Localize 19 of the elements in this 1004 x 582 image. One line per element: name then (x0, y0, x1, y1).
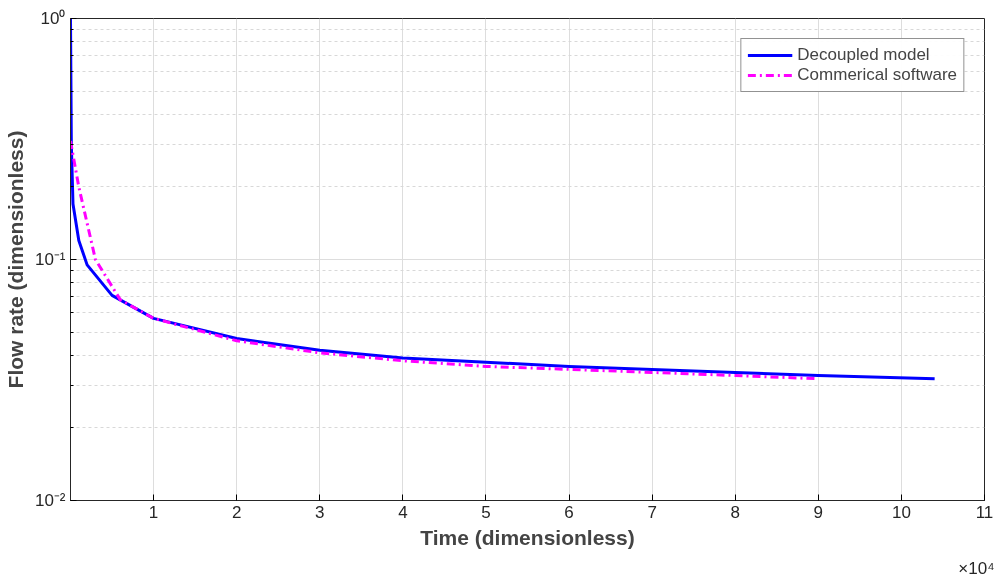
x-tick-label: 11 (975, 502, 994, 522)
y-tick-label: 10⁰ (40, 9, 66, 28)
x-tick-label: 6 (564, 502, 574, 522)
y-axis-title: Flow rate (dimensionless) (3, 130, 27, 389)
x-tick-label: 8 (730, 502, 740, 522)
x-axis-title: Time (dimensionless) (420, 525, 635, 549)
x-tick-label: 4 (398, 502, 408, 522)
x-tick-label: 9 (813, 502, 824, 522)
y-tick-label: 10⁻¹ (34, 250, 66, 269)
y-tick-label: 10⁻² (34, 491, 66, 510)
x-tick-label: 5 (481, 502, 491, 522)
x-tick-label: 7 (647, 502, 657, 522)
x-tick-label: 3 (315, 502, 325, 522)
legend-label: Decoupled model (797, 45, 930, 65)
text: ×10⁴ (958, 558, 995, 578)
x-tick-label: 2 (231, 502, 242, 522)
x-tick-label: 10 (891, 502, 911, 522)
x-tick-label: 1 (148, 502, 159, 522)
legend-label: Commerical software (797, 65, 957, 85)
